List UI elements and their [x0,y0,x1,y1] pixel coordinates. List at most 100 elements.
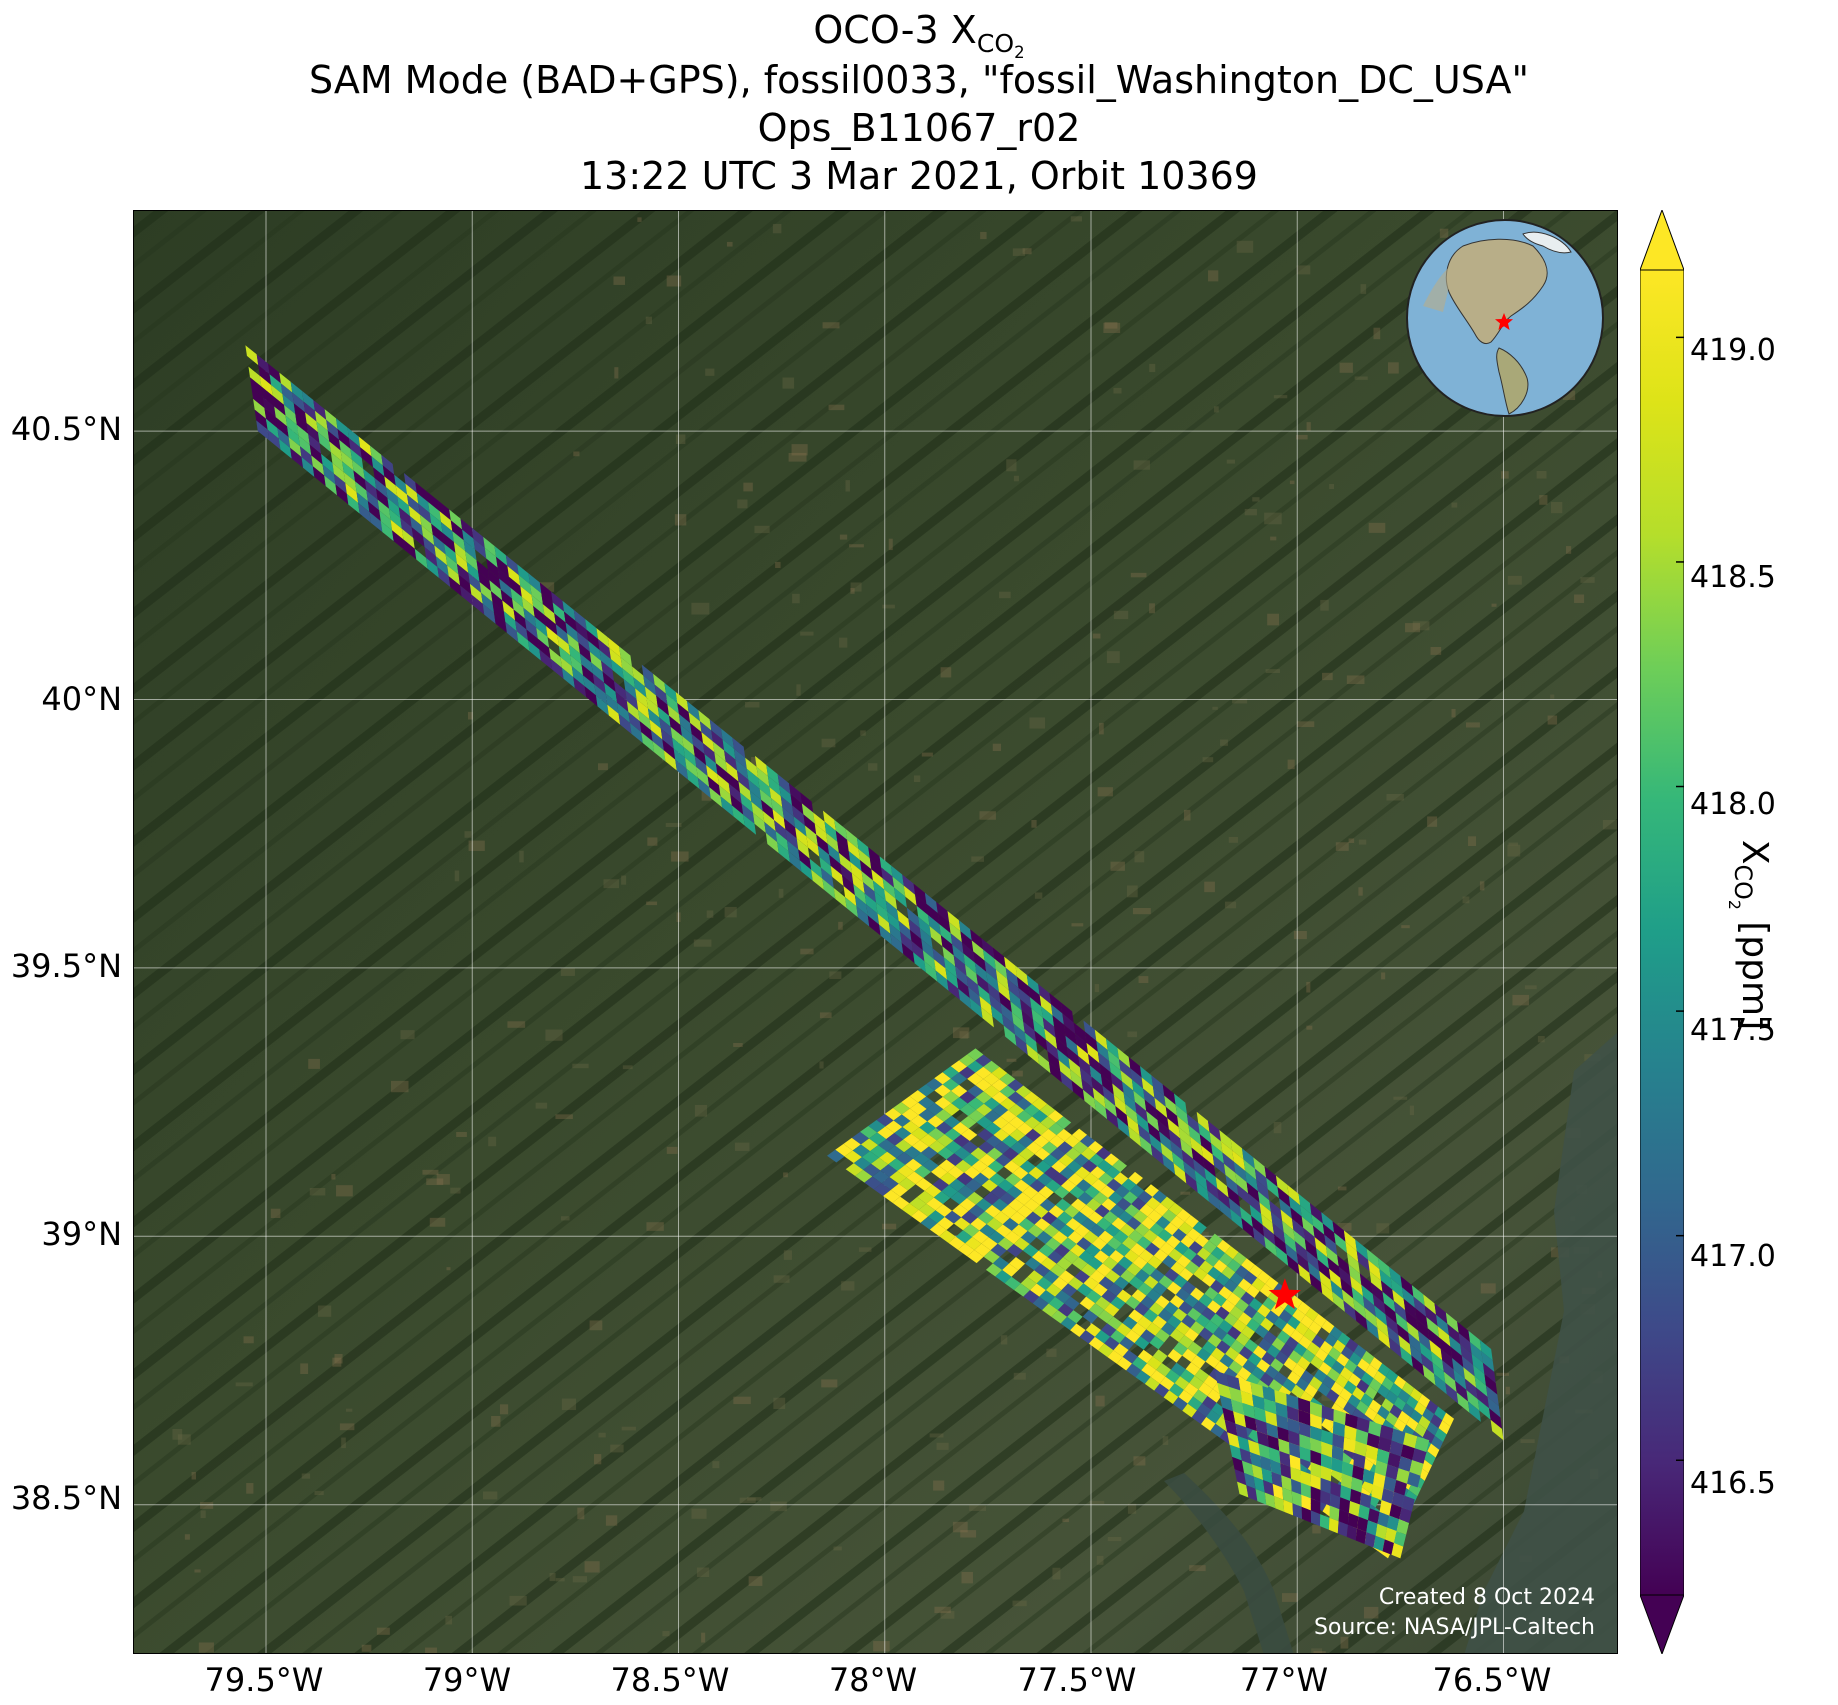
xco2-sounding-cell [1088,1054,1101,1075]
xco2-sounding-cell [994,958,1008,979]
xco2-sounding-cell [1009,1128,1026,1142]
xco2-sounding-cell [1079,1296,1096,1311]
xco2-sounding-cell [261,386,275,407]
xco2-sounding-cell [1357,1358,1370,1372]
xco2-sounding-cell [274,406,288,427]
xco2-sounding-cell [835,1143,853,1157]
xco2-sounding-cell [1145,1242,1160,1256]
xco2-sounding-cell [1091,1076,1105,1097]
xco2-sounding-cell [1031,1008,1045,1029]
xco2-sounding-cell [1069,1243,1086,1258]
xco2-sounding-cell [1124,1204,1140,1217]
xco2-sounding-cell [1361,1479,1375,1494]
xco2-sounding-cell [897,909,910,930]
xco2-sounding-cell [1025,1257,1041,1271]
xco2-sounding-cell [1116,1289,1132,1303]
xco2-sounding-cell [622,668,636,689]
xco2-sounding-cell [555,624,569,645]
xco2-sounding-cell [1437,1326,1451,1347]
xco2-sounding-cell [1156,1108,1169,1130]
xco2-sounding-cell [1024,1032,1038,1053]
xco2-sounding-cell [913,952,926,973]
xco2-sounding-cell [513,609,527,630]
xco2-sounding-cell [1311,1214,1325,1235]
xco2-sounding-cell [759,788,773,810]
xco2-sounding-cell [681,735,695,756]
xco2-sounding-cell [435,556,449,577]
xco2-sounding-cell [1398,1456,1413,1472]
xco2-sounding-cell [963,1223,980,1237]
xco2-sounding-cell [1330,1467,1344,1482]
xco2-sounding-cell [943,1103,960,1116]
xco2-sounding-cell [1489,1408,1502,1429]
xco2-sounding-cell [1487,1396,1501,1418]
xco2-sounding-cell [410,516,423,537]
xco2-sounding-cell [1406,1471,1421,1488]
xco2-sounding-cell [1320,1282,1334,1303]
xco2-sounding-cell [1017,1135,1034,1148]
xco2-sounding-cell [1264,1166,1278,1187]
xco2-sounding-cell [1306,1250,1320,1271]
xco2-sounding-cell [827,843,841,864]
xco2-sounding-cell [1445,1383,1459,1404]
xco2-sounding-cell [1379,1269,1393,1290]
xco2-sounding-cell [1031,1250,1048,1264]
xco2-sounding-cell [1128,1276,1144,1290]
xco2-sounding-cell [1253,1406,1267,1423]
xco2-sounding-cell [1143,1275,1159,1289]
xco2-sounding-cell [1164,1268,1179,1282]
xco2-sounding-cell [903,885,917,906]
xco2-sounding-cell [1184,1172,1198,1193]
xco2-sounding-cell [554,613,568,634]
xco2-sounding-cell [1253,1476,1265,1493]
xco2-sounding-cell [530,584,543,605]
xco2-sounding-cell [1083,1276,1099,1290]
xco2-sounding-cell [1359,1492,1372,1509]
xco2-sounding-cell [1106,1178,1122,1192]
xco2-sounding-cell [1373,1535,1385,1552]
xco2-sounding-cell [822,878,836,899]
xco2-sounding-cell [987,982,1001,1004]
xco2-sounding-cell [809,858,823,879]
xco2-sounding-cell [1418,1330,1431,1352]
map-canvas [134,211,1617,1653]
xco2-sounding-cell [872,880,886,901]
xco2-sounding-cell [1174,1241,1189,1255]
xco2-sounding-cell [277,427,291,448]
xco2-sounding-cell [976,1116,993,1129]
xco2-sounding-cell [439,511,453,532]
xco2-sounding-cell [1301,1216,1315,1237]
washington-dc-star [1268,1278,1301,1310]
xco2-sounding-cell [1018,1147,1035,1161]
xco2-sounding-cell [1040,1128,1057,1142]
x-tick-label: 76.5°W [1432,1661,1552,1699]
xco2-sounding-cell [1034,1218,1051,1232]
xco2-sounding-cell [1057,1303,1074,1317]
xco2-sounding-cell [1202,1240,1217,1254]
xco2-sounding-cell [980,1166,997,1180]
xco2-sounding-cell [755,755,768,776]
xco2-sounding-cell [1258,1443,1271,1460]
xco2-sounding-cell [1296,1252,1310,1274]
xco2-sounding-cell [856,906,870,927]
xco2-sounding-cell [1091,1179,1107,1192]
xco2-sounding-cell [766,764,780,786]
xco2-sounding-cell [1384,1527,1397,1543]
xco2-sounding-cell [935,1121,953,1135]
xco2-sounding-cell [1072,1141,1089,1154]
xco2-sounding-cell [1452,1358,1465,1379]
xco2-sounding-cell [1298,1421,1311,1438]
xco2-sounding-cell [1039,995,1053,1016]
xco2-sounding-cell [1172,1396,1188,1411]
xco2-sounding-cell [1409,1460,1424,1476]
xco2-sounding-cell [918,1108,936,1122]
xco2-sounding-cell [1192,1300,1208,1315]
xco2-sounding-cell [952,1204,969,1218]
xco2-sounding-cell [958,988,972,1010]
xco2-sounding-cell [647,708,661,729]
xco2-sounding-cell [1098,1343,1114,1358]
xco2-sounding-cell [1065,1217,1082,1231]
xco2-sounding-cell [984,1204,1001,1218]
xco2-sounding-cell [324,409,338,429]
map-area[interactable]: Created 8 Oct 2024 Source: NASA/JPL-Calt… [133,210,1618,1654]
